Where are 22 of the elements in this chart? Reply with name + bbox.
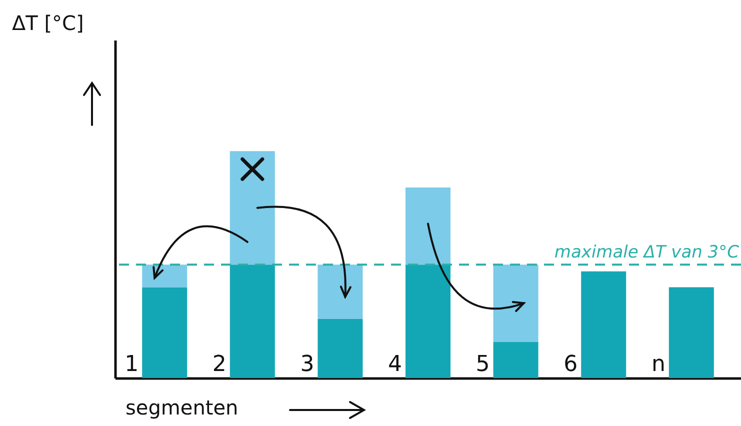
bar (318, 264, 363, 320)
bar (406, 264, 450, 378)
x-tick-label: 4 (388, 352, 402, 377)
ref-line-label: maximale ΔT van 3°C (554, 242, 740, 263)
x-tick-label: 1 (124, 352, 139, 377)
bar (493, 264, 538, 342)
bar (406, 187, 450, 265)
x-tick-label: 2 (212, 352, 226, 377)
bar (142, 264, 188, 288)
bar (318, 319, 363, 378)
x-tick-label: 3 (300, 352, 314, 377)
x-tick-label: 6 (564, 352, 578, 377)
x-tick-label: n (651, 352, 666, 377)
bar (230, 151, 275, 265)
x-tick-label: 5 (476, 352, 490, 377)
bar (581, 271, 626, 378)
text: ΔT [°C] (12, 11, 84, 35)
x-axis-title: segmenten (126, 396, 238, 420)
bar (142, 287, 188, 378)
bar (668, 287, 714, 378)
bar (493, 342, 538, 378)
bar (230, 264, 275, 378)
